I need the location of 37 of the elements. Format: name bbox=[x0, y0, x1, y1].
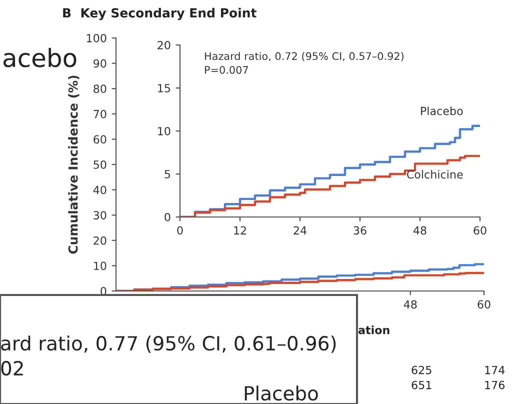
x-tick-label: 48 bbox=[404, 300, 417, 309]
x-tick-label: 12 bbox=[234, 226, 246, 234]
series-label: Colchicine bbox=[407, 170, 463, 179]
x-tick-label: 0 bbox=[177, 226, 183, 235]
annotation: P=0.007 bbox=[205, 66, 248, 74]
y-tick-label: 10 bbox=[94, 262, 106, 270]
y-tick-label: 20 bbox=[94, 236, 106, 245]
y-tick-label: 80 bbox=[94, 84, 106, 93]
text: 176 bbox=[485, 380, 505, 390]
x-tick-label: 48 bbox=[413, 226, 426, 235]
text: Placebo bbox=[244, 386, 318, 401]
y-tick-label: 60 bbox=[94, 135, 106, 144]
y-tick-label: 90 bbox=[94, 59, 106, 68]
y-tick-label: 50 bbox=[94, 160, 106, 169]
text: 625 bbox=[412, 366, 432, 374]
x-tick-label: 60 bbox=[474, 226, 486, 235]
y-axis-title: Cumulative Incidence (%) bbox=[68, 76, 80, 254]
y-tick-label: 30 bbox=[94, 211, 106, 220]
series-label: Placebo bbox=[421, 106, 463, 116]
chart-title: B Key Secondary End Point bbox=[63, 8, 256, 20]
y-tick-label: 5 bbox=[164, 170, 170, 178]
text: 02 bbox=[1, 360, 23, 376]
annotation: Hazard ratio, 0.72 (95% CI, 0.57–0.92) bbox=[205, 52, 404, 62]
y-tick-label: 100 bbox=[86, 34, 106, 42]
y-tick-label: 0 bbox=[164, 212, 170, 222]
x-tick-label: 36 bbox=[354, 226, 366, 235]
y-tick-label: 15 bbox=[158, 84, 170, 92]
text: ation bbox=[358, 326, 390, 334]
y-tick-label: 10 bbox=[158, 126, 170, 136]
text: 651 bbox=[412, 380, 432, 390]
y-tick-label: 40 bbox=[93, 186, 106, 194]
text: acebo bbox=[4, 48, 76, 68]
text: 174 bbox=[485, 366, 505, 374]
text: ard ratio, 0.77 (95% CI, 0.61–0.96) bbox=[1, 336, 336, 353]
x-tick-label: 24 bbox=[294, 226, 306, 234]
y-tick-label: 70 bbox=[94, 110, 106, 118]
y-tick-label: 20 bbox=[158, 40, 170, 50]
